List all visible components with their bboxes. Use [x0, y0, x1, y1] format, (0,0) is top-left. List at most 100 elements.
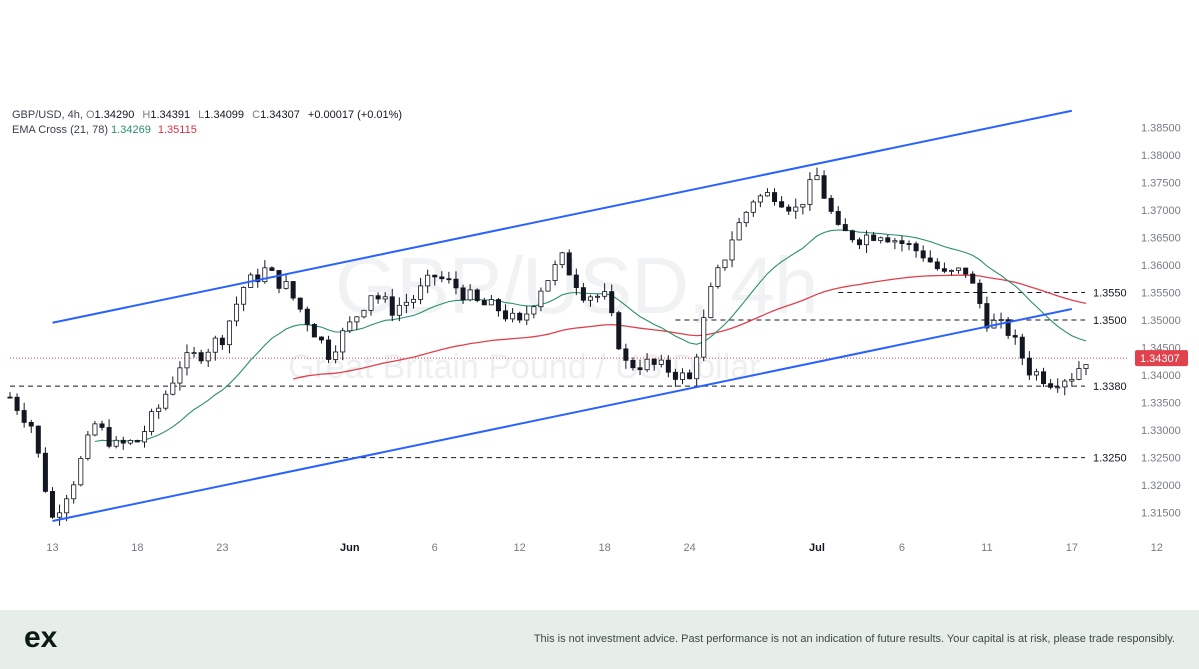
- candle-body: [630, 359, 636, 369]
- candle-body: [460, 287, 466, 301]
- candle-body: [141, 431, 148, 443]
- change-value: +0.00017 (+0.01%): [307, 109, 403, 121]
- ema-legend: EMA Cross (21, 78) 1.34269 1.35115: [12, 124, 197, 136]
- y-axis-tick-label: 1.38000: [1141, 150, 1181, 162]
- candle-body: [722, 259, 728, 269]
- candle-body: [304, 308, 310, 325]
- footer: ex This is not investment advice. Past p…: [0, 610, 1199, 669]
- x-axis-tick-label: 17: [1066, 542, 1078, 554]
- close-label: C: [252, 109, 261, 121]
- level-label: 1.3550: [1093, 287, 1127, 299]
- level-label: 1.3500: [1093, 315, 1127, 327]
- y-axis-tick-label: 1.32500: [1141, 453, 1181, 465]
- candle-body: [651, 358, 657, 365]
- x-axis-tick-label: 12: [1151, 542, 1163, 554]
- ema-indicator-label: EMA Cross (21, 78): [12, 124, 108, 136]
- x-axis-tick-label: Jun: [340, 542, 360, 554]
- x-axis-tick-label: 18: [599, 542, 611, 554]
- candle-body: [948, 269, 955, 272]
- channel-line-lower: [52, 308, 1073, 522]
- candle-body: [1033, 371, 1039, 376]
- last-price-tag: [1135, 350, 1188, 367]
- candle-body: [503, 310, 509, 320]
- candle-body: [92, 423, 98, 436]
- candle-body: [318, 336, 324, 341]
- candle-body: [283, 281, 289, 289]
- ema-slow-value: 1.35115: [157, 124, 197, 136]
- candle-body: [800, 203, 806, 208]
- candle-body: [35, 425, 41, 454]
- svg-text:ex: ex: [24, 622, 58, 654]
- candle-body: [864, 234, 870, 246]
- candle-body: [262, 267, 268, 283]
- candle-body: [1041, 371, 1047, 385]
- candle-body: [970, 273, 976, 284]
- candle-body: [708, 286, 714, 319]
- candle-body: [637, 367, 643, 371]
- candle-body: [134, 440, 140, 443]
- candle-body: [14, 396, 20, 411]
- candle-body: [191, 352, 197, 355]
- candle-body: [226, 320, 232, 346]
- chart-area[interactable]: GBP/USD, 4h Great Britain Pound / US Dol…: [0, 0, 1199, 610]
- candle-body: [573, 274, 579, 289]
- candle-body: [495, 299, 501, 312]
- candle-body: [85, 434, 91, 459]
- price-chart[interactable]: 1.38500 1.38000 1.37500 1.37000 1.36500 1.360…: [0, 0, 1199, 610]
- candle-body: [71, 484, 77, 500]
- y-axis-tick-label: 1.35000: [1141, 315, 1181, 327]
- candle-body: [439, 276, 445, 280]
- candle-body: [49, 491, 55, 518]
- candle-body: [467, 289, 473, 301]
- candle-body: [595, 295, 601, 298]
- candle-body: [510, 312, 516, 320]
- candle-body: [856, 239, 862, 246]
- high-value: 1.34391: [150, 109, 191, 121]
- candle-body: [750, 201, 756, 213]
- candle-body: [205, 351, 211, 362]
- candle-body: [538, 290, 544, 308]
- ema-slow-line: [293, 274, 1087, 380]
- x-axis-tick-label: 24: [683, 542, 695, 554]
- candle-body: [1048, 383, 1054, 388]
- candle-body: [1026, 357, 1032, 376]
- candle-body: [920, 250, 926, 259]
- candle-body: [899, 240, 905, 244]
- y-axis-tick-label: 1.38500: [1141, 122, 1181, 134]
- ex-logo-icon: ex: [24, 622, 58, 654]
- candle-body: [354, 316, 360, 323]
- x-axis-tick-label: 18: [131, 542, 143, 554]
- y-axis-tick-label: 1.36500: [1141, 232, 1181, 244]
- x-axis-tick-label: 11: [981, 542, 992, 554]
- low-value: 1.34099: [204, 109, 245, 121]
- candle-body: [842, 224, 848, 232]
- x-axis-tick-label: Jul: [809, 542, 825, 554]
- candle-body: [290, 281, 296, 299]
- candle-body: [772, 192, 778, 203]
- candle-body: [1019, 336, 1025, 359]
- candle-body: [623, 348, 629, 361]
- candle-body: [963, 267, 969, 275]
- x-axis-tick-label: 12: [514, 542, 526, 554]
- candle-body: [814, 175, 820, 181]
- candle-body: [326, 339, 332, 360]
- channel-line-upper: [52, 109, 1073, 324]
- candle-body: [156, 407, 162, 412]
- symbol-label: GBP/USD, 4h,: [12, 109, 83, 121]
- candle-body: [241, 287, 247, 305]
- candle-body: [375, 295, 381, 300]
- candle-body: [906, 243, 912, 245]
- candle-body: [7, 396, 13, 399]
- high-label: H: [142, 109, 151, 121]
- candle-body: [934, 261, 940, 270]
- candle-body: [885, 237, 891, 243]
- candle-body: [1062, 380, 1068, 388]
- candle-body: [269, 267, 275, 271]
- candle-body: [609, 291, 615, 314]
- level-label: 1.3380: [1093, 381, 1127, 393]
- candle-body: [821, 175, 827, 199]
- candle-body: [517, 312, 523, 321]
- y-axis-tick-label: 1.37000: [1141, 205, 1181, 217]
- candle-body: [410, 298, 417, 303]
- candle-body: [835, 210, 841, 225]
